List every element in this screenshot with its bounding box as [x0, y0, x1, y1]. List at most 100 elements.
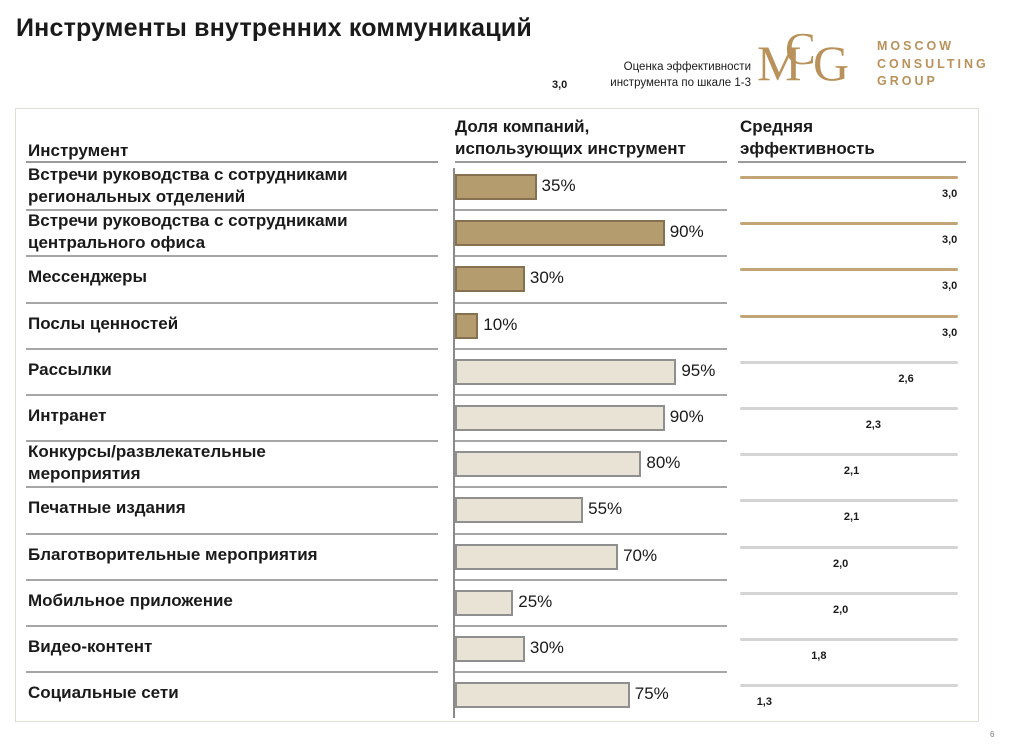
efficiency-line: [740, 360, 958, 364]
share-bar: [455, 358, 677, 385]
header-eff-line1: Средняя: [740, 117, 814, 136]
row-label: Мобильное приложение: [28, 590, 428, 612]
efficiency-value-label: 2,0: [833, 603, 849, 616]
share-bar: [455, 636, 525, 662]
row-label-line: Печатные издания: [28, 498, 186, 518]
logo-word-1: MOSCOW: [877, 39, 955, 53]
row-label-line: Мессенджеры: [28, 267, 147, 287]
logo-wordmark: MOSCOW CONSULTING GROUP: [877, 38, 989, 91]
share-bar: [455, 266, 525, 293]
row-label-line: региональных отделений: [28, 187, 246, 206]
header-efficiency: Средняя эффективность: [740, 116, 875, 160]
efficiency-line: [740, 314, 958, 318]
share-value-label: 10%: [483, 314, 518, 334]
company-logo: M C G MOSCOW CONSULTING GROUP: [755, 20, 995, 94]
legend-caption-line2: инструмента по шкале 1-3: [610, 77, 751, 89]
logo-word-2: CONSULTING: [877, 56, 989, 71]
row-label: Социальные сети: [28, 682, 428, 704]
share-value-label: 90%: [669, 407, 704, 426]
efficiency-line: [740, 545, 958, 549]
header-share-line1: Доля компаний,: [455, 117, 590, 136]
row-separator: [26, 255, 438, 258]
efficiency-line: [740, 222, 958, 226]
row-separator: [455, 486, 727, 489]
share-bar: [455, 451, 642, 478]
row-separator: [26, 532, 438, 535]
row-separator: [455, 394, 727, 396]
row-separator: [26, 578, 438, 581]
page-title: Инструменты внутренних коммуникаций: [16, 14, 532, 42]
efficiency-line: [740, 407, 958, 410]
row-separator: [455, 578, 727, 581]
row-label-line: мероприятия: [28, 464, 141, 484]
efficiency-value-label: 2,6: [898, 372, 914, 385]
share-bar: [455, 589, 514, 616]
efficiency-line: [740, 591, 958, 595]
header-eff-line2: эффективность: [740, 139, 875, 158]
efficiency-value-label: 3,0: [942, 326, 958, 339]
row-label: Интранет: [28, 405, 428, 427]
row-label: Печатные издания: [28, 497, 428, 519]
row-separator: [455, 671, 727, 674]
legend-caption-line1: Оценка эффективности: [623, 61, 751, 73]
row-label-line: Встречи руководства с сотрудниками: [28, 211, 348, 231]
efficiency-line: [740, 638, 958, 641]
row-label: Встречи руководства с сотрудниками регион…: [28, 164, 428, 208]
efficiency-value-label: 2,1: [843, 511, 860, 524]
share-value-label: 95%: [681, 360, 716, 380]
row-label-line: Послы ценностей: [28, 313, 179, 333]
share-bar: [455, 543, 619, 570]
efficiency-value-label: 3,0: [942, 234, 958, 247]
share-axis-line: [453, 168, 455, 718]
share-bar: [455, 497, 584, 524]
svg-text:G: G: [813, 35, 849, 91]
row-label-line: Мобильное приложение: [28, 590, 233, 610]
share-value-label: 55%: [588, 499, 623, 519]
svg-text:C: C: [785, 23, 816, 74]
share-value-label: 80%: [646, 453, 681, 473]
share-bar: [455, 405, 665, 431]
row-label-line: Рассылки: [28, 359, 112, 379]
row-separator: [26, 440, 438, 443]
row-separator: [455, 625, 727, 627]
row-label-line: Видео-контент: [28, 637, 153, 656]
chart-panel: [15, 108, 979, 722]
header-underline-tool: [26, 161, 438, 163]
row-label: Мессенджеры: [28, 266, 428, 288]
efficiency-value-label: 1,8: [811, 650, 827, 662]
header-tool: Инструмент: [28, 141, 129, 160]
legend-caption: Оценка эффективности инструмента по шкал…: [576, 59, 751, 91]
row-separator: [26, 209, 438, 212]
row-separator: [455, 347, 727, 350]
page-number: 6: [990, 730, 995, 739]
efficiency-value-label: 2,3: [865, 419, 881, 431]
efficiency-line: [740, 268, 958, 272]
row-label: Рассылки: [28, 359, 428, 381]
share-value-label: 30%: [529, 268, 564, 288]
row-label-line: Благотворительные мероприятия: [28, 544, 318, 564]
efficiency-line: [740, 499, 958, 503]
row-label: Видео-контент: [28, 636, 428, 658]
row-label: Конкурсы/развлекательные мероприятия: [28, 441, 428, 485]
share-bar: [455, 312, 479, 339]
header-share: Доля компаний, использующих инструмент: [455, 116, 686, 160]
row-label: Встречи руководства с сотрудниками центра…: [28, 210, 428, 254]
share-value-label: 30%: [529, 638, 564, 657]
share-value-label: 90%: [669, 222, 704, 242]
row-separator: [26, 301, 438, 304]
row-label: Благотворительные мероприятия: [28, 544, 428, 566]
efficiency-line: [740, 684, 958, 688]
row-separator: [455, 301, 727, 304]
share-value-label: 75%: [634, 684, 669, 704]
efficiency-line: [740, 176, 958, 179]
header-underline-eff: [738, 161, 966, 163]
efficiency-value-label: 1,3: [756, 696, 772, 709]
share-value-label: 70%: [623, 545, 658, 565]
row-separator: [455, 255, 727, 258]
row-separator: [26, 625, 438, 627]
efficiency-value-label: 2,1: [843, 465, 860, 478]
svg-text:M: M: [757, 35, 801, 91]
efficiency-value-label: 2,0: [833, 557, 849, 570]
share-bar: [455, 682, 630, 709]
share-value-label: 35%: [541, 176, 576, 195]
